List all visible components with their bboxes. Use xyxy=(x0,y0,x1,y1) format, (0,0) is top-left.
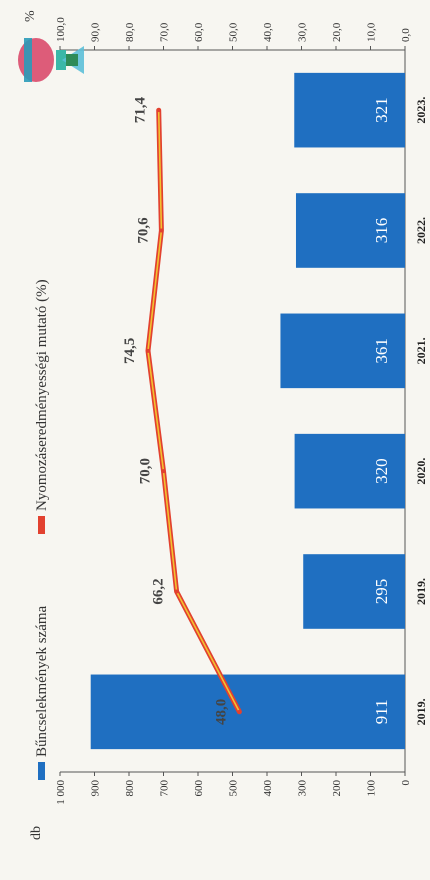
left-axis-tick-label: 200 xyxy=(331,780,343,797)
bar-value-label: 911 xyxy=(372,699,391,724)
line-series-highlight xyxy=(147,109,241,713)
right-axis-tick-label: 90,0 xyxy=(90,22,102,42)
left-axis-unit: db xyxy=(29,826,44,840)
x-axis-tick-label: 2020. xyxy=(414,458,428,485)
bar-value-label: 361 xyxy=(372,338,391,364)
bar-value-label: 320 xyxy=(372,458,391,484)
right-axis-tick-label: 30,0 xyxy=(297,22,309,42)
x-axis-tick-label: 2019. xyxy=(414,578,428,605)
left-axis-tick-label: 0 xyxy=(400,780,412,786)
bar-value-label: 295 xyxy=(372,579,391,605)
line-value-label: 66,2 xyxy=(151,578,167,604)
left-axis-tick-label: 1 000 xyxy=(55,780,67,805)
bar xyxy=(294,72,406,148)
left-axis-tick-label: 700 xyxy=(159,780,171,797)
right-axis-tick-label: 60,0 xyxy=(193,22,205,42)
right-axis-tick-label: 50,0 xyxy=(228,22,240,42)
bar-value-label: 316 xyxy=(372,218,391,244)
legend: Bűncselekmények száma Nyomozáseredményes… xyxy=(34,279,50,780)
bar xyxy=(303,554,406,629)
right-axis-unit: % xyxy=(23,10,38,22)
bar xyxy=(90,674,406,750)
right-axis-tick-label: 100,0 xyxy=(55,17,67,42)
x-axis-tick-label: 2022. xyxy=(414,217,428,244)
bar xyxy=(280,313,405,389)
right-axis-tick-label: 0,0 xyxy=(400,28,412,42)
right-axis-tick-label: 80,0 xyxy=(124,22,136,42)
right-axis-tick-label: 70,0 xyxy=(159,22,171,42)
line-point xyxy=(156,108,161,113)
left-axis-tick-label: 500 xyxy=(228,780,240,797)
right-axis-tick-label: 40,0 xyxy=(262,22,274,42)
left-axis-tick-label: 400 xyxy=(262,780,274,797)
x-axis-tick-label: 2023. xyxy=(414,97,428,124)
x-axis-tick-label: 2021. xyxy=(414,337,428,364)
bar xyxy=(295,193,406,268)
legend-swatch-line xyxy=(38,516,45,534)
legend-label-bars: Bűncselekmények száma xyxy=(34,605,50,757)
right-axis-tick-label: 20,0 xyxy=(331,22,343,42)
x-axis-tick-label: 2019. xyxy=(414,698,428,725)
line-point xyxy=(145,348,150,353)
emblem-logo xyxy=(18,38,84,82)
legend-label-line: Nyomozáseredményességi mutató (%) xyxy=(34,279,50,511)
left-axis-tick-label: 600 xyxy=(193,780,205,797)
bar-value-label: 321 xyxy=(372,97,391,123)
right-axis-tick-label: 10,0 xyxy=(366,22,378,42)
line-point xyxy=(237,709,242,714)
legend-swatch-bars xyxy=(38,762,45,780)
line-value-label: 70,6 xyxy=(135,217,151,244)
left-axis-tick-label: 800 xyxy=(124,780,136,797)
left-axis-tick-label: 100 xyxy=(366,780,378,797)
line-point xyxy=(161,469,166,474)
line-value-label: 74,5 xyxy=(122,338,138,364)
line-point xyxy=(174,589,179,594)
bar xyxy=(294,433,406,509)
line-value-label: 48,0 xyxy=(213,699,229,725)
line-value-label: 71,4 xyxy=(133,97,149,124)
line-point xyxy=(159,228,164,233)
left-axis-tick-label: 900 xyxy=(90,780,102,797)
left-axis-tick-label: 300 xyxy=(297,780,309,797)
line-value-label: 70,0 xyxy=(138,458,154,484)
